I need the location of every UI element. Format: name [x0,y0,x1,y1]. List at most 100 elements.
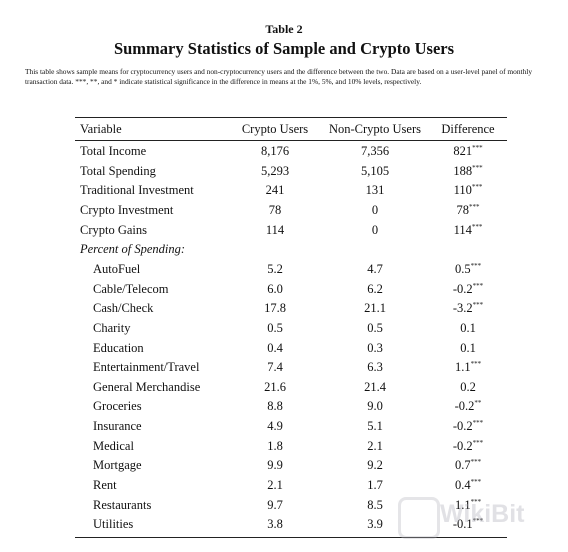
difference-cell: 78*** [418,202,518,218]
crypto-value: 2.1 [267,478,283,493]
row-label: Cable/Telecom [93,281,169,296]
significance-stars: *** [470,360,482,369]
difference-cell: 188*** [418,163,518,179]
significance-stars: ** [474,399,482,408]
crypto-value: 241 [265,183,285,198]
difference-value: 0.1 [460,320,476,335]
difference-value: -0.1 [452,517,473,532]
non-crypto-value: 5.1 [367,419,383,434]
crypto-value: 9.7 [267,497,283,512]
non-crypto-value: 4.7 [367,261,383,276]
header-rule [75,140,507,141]
non-crypto-value: 1.7 [367,478,383,493]
difference-cell: -0.2*** [418,438,518,454]
non-crypto-value: 3.9 [367,517,383,532]
difference-cell: 114*** [418,222,518,238]
difference-value: -0.2 [452,419,473,434]
row-label: Restaurants [93,497,152,512]
difference-value: 0.2 [460,379,476,394]
significance-stars: *** [469,202,480,211]
row-label: Utilities [93,517,134,532]
crypto-value: 9.9 [267,458,283,473]
significance-stars: *** [471,222,483,231]
difference-cell: -0.2*** [418,281,518,297]
difference-cell: -0.2*** [418,418,518,434]
row-label: AutoFuel [93,261,141,276]
significance-stars: *** [472,419,484,428]
non-crypto-value: 131 [365,183,385,198]
column-header: Difference [441,122,495,136]
crypto-value: 1.8 [267,438,283,453]
row-label: Rent [93,478,117,493]
significance-stars: *** [472,301,484,310]
difference-value: 0.7 [454,458,471,473]
difference-cell: -0.2** [418,398,518,414]
difference-cell: 0.2 [418,379,518,395]
non-crypto-value: 0.3 [367,340,383,355]
difference-cell: 0.4*** [418,477,518,493]
difference-cell: 1.1*** [418,359,518,375]
difference-value: 78 [456,202,470,217]
non-crypto-value: 8.5 [367,497,383,512]
crypto-value: 0.5 [267,320,283,335]
difference-value: 110 [453,183,472,198]
non-crypto-value: 21.4 [364,379,386,394]
crypto-value: 17.8 [264,301,286,316]
significance-stars: *** [472,281,484,290]
crypto-value: 3.8 [267,517,283,532]
crypto-value: 78 [268,202,282,217]
non-crypto-value: 2.1 [367,438,383,453]
difference-value: 1.1 [454,360,471,375]
table-note: This table shows sample means for crypto… [25,67,533,86]
watermark-logo [398,497,440,539]
difference-value: 1.1 [454,497,471,512]
non-crypto-value: 9.2 [367,458,383,473]
row-label: Traditional Investment [80,183,194,198]
crypto-value: 5,293 [260,163,290,178]
row-label: Total Income [80,144,147,158]
difference-cell: -0.1*** [418,516,518,532]
significance-stars: *** [470,497,482,506]
significance-stars: *** [472,517,484,526]
difference-cell: -3.2*** [418,300,518,316]
non-crypto-value: 21.1 [364,301,386,316]
significance-stars: *** [470,478,482,487]
non-crypto-value: 5,105 [360,163,390,178]
column-header: Variable [80,122,122,136]
difference-cell: 0.5*** [418,261,518,277]
crypto-value: 8.8 [267,399,283,414]
crypto-value: 21.6 [264,379,286,394]
difference-value: 821 [453,144,473,158]
row-label: Charity [93,320,131,335]
difference-cell: 0.1 [418,320,518,336]
difference-cell: 0.7*** [418,457,518,473]
difference-value: -3.2 [452,301,473,316]
non-crypto-value: 9.0 [367,399,383,414]
significance-stars: *** [470,458,482,467]
difference-value: 188 [453,163,473,178]
crypto-value: 6.0 [267,281,283,296]
significance-stars: *** [472,163,483,172]
section-label: Percent of Spending: [80,242,186,257]
row-label: Crypto Gains [80,222,148,237]
non-crypto-value: 6.3 [367,360,383,375]
difference-cell: 821*** [418,143,518,159]
significance-stars: *** [471,183,483,192]
non-crypto-value: 7,356 [360,144,390,158]
row-label: Entertainment/Travel [93,360,200,375]
difference-cell: 110*** [418,182,518,198]
row-label: Groceries [93,399,142,414]
difference-value: -0.2 [452,281,473,296]
difference-cell: 0.1 [418,340,518,356]
significance-stars: *** [470,261,482,270]
difference-value: -0.2 [452,438,473,453]
crypto-value: 114 [265,222,285,237]
difference-value: 0.1 [460,340,476,355]
crypto-value: 4.9 [267,419,283,434]
row-label: Insurance [93,419,142,434]
difference-value: 114 [453,222,472,237]
difference-value: 0.5 [454,261,471,276]
difference-cell: 1.1*** [418,497,518,513]
crypto-value: 7.4 [267,360,283,375]
row-label: Crypto Investment [80,202,174,217]
